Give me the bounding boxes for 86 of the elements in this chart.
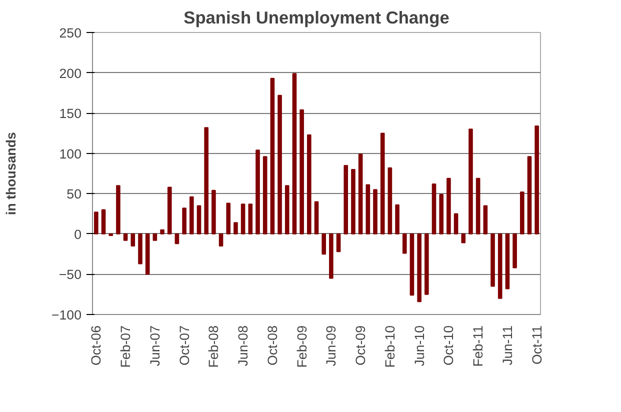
- x-tick-label: Oct-06: [88, 325, 104, 366]
- y-tick-label: 0: [74, 226, 82, 242]
- bar: [336, 233, 341, 252]
- bar: [284, 185, 290, 234]
- bar: [204, 127, 208, 234]
- bar: [490, 233, 495, 287]
- bar: [512, 233, 517, 268]
- y-tick-label: 150: [59, 106, 82, 122]
- bar: [262, 156, 268, 234]
- bar: [196, 205, 202, 234]
- bar: [101, 209, 106, 234]
- bar: [292, 73, 297, 234]
- bar: [424, 233, 429, 295]
- bar: [145, 233, 150, 275]
- bar: [218, 233, 224, 247]
- bar: [454, 213, 458, 234]
- bar: [256, 150, 260, 234]
- bar: [534, 125, 539, 234]
- bar: [314, 201, 319, 234]
- bar: [138, 233, 142, 264]
- bar: [329, 233, 334, 279]
- bar: [226, 202, 231, 234]
- bar: [395, 204, 400, 234]
- y-tick-label: −100: [51, 308, 82, 322]
- bar: [240, 204, 246, 234]
- bar: [152, 233, 158, 241]
- y-tick-label: 100: [59, 146, 82, 162]
- bar: [234, 222, 238, 234]
- bar: [388, 167, 392, 234]
- bar: [270, 78, 275, 234]
- bar: [461, 233, 466, 244]
- bar: [476, 178, 480, 234]
- x-tick-label: Oct-07: [176, 325, 192, 366]
- bar: [498, 233, 502, 299]
- bar: [248, 204, 253, 234]
- x-tick-label: Oct-09: [353, 325, 368, 366]
- x-tick-label: Feb-10: [382, 325, 398, 368]
- x-tick-label: Feb-11: [470, 325, 486, 367]
- y-tick-label: 250: [59, 26, 82, 40]
- bar: [307, 134, 312, 234]
- bar: [380, 132, 385, 234]
- x-tick-label: Jun-09: [324, 325, 339, 366]
- x-tick-label: Jun-10: [412, 325, 427, 366]
- chart-title: Spanish Unemployment Change: [184, 8, 450, 28]
- bar: [417, 233, 422, 302]
- bar: [300, 109, 304, 234]
- x-tick-label: Oct-11: [529, 325, 544, 365]
- bar: [351, 168, 356, 234]
- bar: [366, 184, 370, 234]
- y-axis-title: in thousands: [3, 132, 18, 215]
- bar: [483, 205, 488, 234]
- x-tick-label: Oct-10: [441, 325, 456, 366]
- bar: [468, 128, 473, 234]
- y-tick-label: −50: [58, 267, 82, 282]
- bar: [174, 233, 180, 244]
- y-tick-label: 50: [66, 186, 82, 202]
- x-tick-label: Feb-09: [294, 325, 310, 368]
- bar: [410, 233, 414, 296]
- x-tick-label: Oct-08: [264, 325, 280, 366]
- y-tick-label: 200: [59, 66, 82, 81]
- bar: [160, 229, 164, 234]
- bar: [278, 94, 282, 234]
- bar: [123, 233, 128, 241]
- x-tick-label: Jun-08: [236, 325, 251, 366]
- x-tick-label: Jun-07: [147, 325, 162, 366]
- bar: [189, 196, 194, 234]
- bar: [527, 156, 532, 234]
- bar: [344, 164, 348, 234]
- bar: [167, 186, 172, 234]
- bar: [322, 233, 326, 255]
- bar: [373, 189, 378, 234]
- x-tick-label: Jun-11: [500, 325, 515, 366]
- bar: [182, 208, 186, 234]
- bar: [212, 190, 216, 234]
- bar: [94, 212, 98, 234]
- bar: [505, 233, 510, 290]
- x-tick-label: Feb-08: [206, 325, 222, 368]
- bar: [446, 178, 451, 234]
- bar: [402, 233, 407, 254]
- bar: [358, 154, 363, 234]
- x-tick-label: Feb-07: [118, 325, 134, 368]
- bar: [520, 192, 524, 234]
- bar: [432, 183, 436, 234]
- bar: [439, 194, 444, 234]
- bar: [130, 233, 136, 247]
- bar: [116, 185, 120, 234]
